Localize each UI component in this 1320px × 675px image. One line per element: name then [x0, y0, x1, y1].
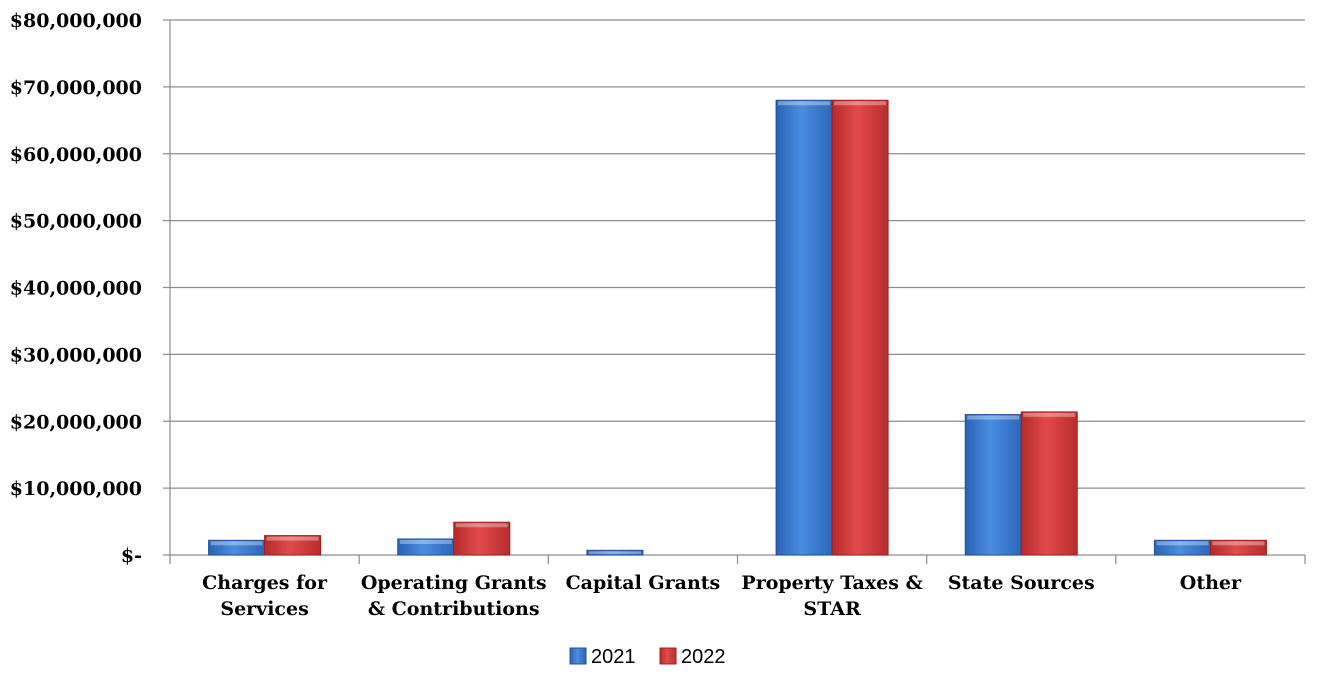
bar-2022-5: [1209, 539, 1267, 556]
y-tick-label: $-: [121, 545, 142, 567]
x-category-label: State Sources: [948, 572, 1095, 594]
y-tick-label: $10,000,000: [10, 478, 142, 500]
legend-label: 2022: [681, 646, 726, 668]
x-category-label: Charges for: [202, 572, 328, 594]
bars: [208, 99, 1267, 556]
bar-highlight: [210, 541, 263, 546]
bar-highlight: [1212, 541, 1265, 546]
y-tick-label: $20,000,000: [10, 411, 142, 433]
legend-swatch-2022: [659, 647, 677, 665]
bar-2021-2: [586, 549, 644, 556]
x-category-label: Capital Grants: [566, 572, 721, 594]
x-category-labels: Charges for Services Operating Grants & Con…: [202, 572, 1242, 620]
y-tick-label: $30,000,000: [10, 344, 142, 366]
bar-highlight: [1156, 541, 1209, 546]
x-category-label: STAR: [803, 598, 861, 620]
y-tick-labels: $- $10,000,000 $20,000,000 $30,000,000 $40,0…: [10, 10, 142, 567]
bar-2021-3: [775, 99, 833, 556]
x-category-label: Property Taxes &: [741, 572, 922, 594]
bar-2022-0: [264, 535, 322, 556]
legend: 2021 2022: [569, 646, 726, 668]
gridlines: [170, 19, 1305, 489]
legend-swatch-2021: [569, 647, 587, 665]
x-category-label: & Contributions: [368, 598, 540, 620]
x-category-label: Operating Grants: [361, 572, 547, 594]
bar-2022-3: [831, 99, 889, 556]
bar-2022-4: [1020, 411, 1078, 556]
legend-label: 2021: [591, 646, 636, 668]
x-category-label: Other: [1180, 572, 1242, 594]
axes: [163, 19, 1306, 564]
y-tick-label: $60,000,000: [10, 144, 142, 166]
bar-highlight: [266, 536, 319, 541]
bar-2021-4: [964, 414, 1022, 556]
bar-highlight: [1023, 412, 1076, 417]
bar-highlight: [455, 523, 508, 528]
y-tick-label: $70,000,000: [10, 77, 142, 99]
y-tick-label: $80,000,000: [10, 10, 142, 32]
bar-highlight: [834, 101, 887, 106]
x-category-label: Services: [220, 598, 308, 620]
y-tick-label: $50,000,000: [10, 211, 142, 233]
bar-highlight: [399, 539, 452, 544]
y-tick-label: $40,000,000: [10, 278, 142, 300]
bar-2022-1: [453, 521, 511, 556]
bar-highlight: [967, 415, 1020, 420]
bar-highlight: [588, 551, 641, 554]
bar-highlight: [778, 101, 831, 106]
